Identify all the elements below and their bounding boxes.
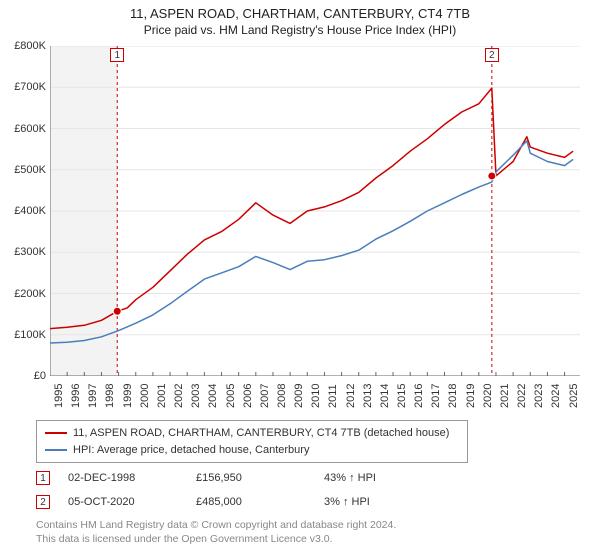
y-tick-label: £300K: [14, 246, 46, 258]
x-tick-label: 2025: [568, 384, 580, 408]
marker-flag-icon: 2: [36, 495, 50, 509]
x-tick-label: 2023: [533, 384, 545, 408]
marker-date: 05-OCT-2020: [68, 496, 178, 508]
x-tick-label: 2015: [396, 384, 408, 408]
marker-row: 1 02-DEC-1998 £156,950 43% ↑ HPI: [36, 466, 556, 490]
x-tick-label: 2004: [207, 384, 219, 408]
chart-container: 11, ASPEN ROAD, CHARTHAM, CANTERBURY, CT…: [0, 0, 600, 560]
marker-row: 2 05-OCT-2020 £485,000 3% ↑ HPI: [36, 490, 556, 514]
legend-swatch-icon: [45, 432, 67, 434]
x-tick-label: 1999: [122, 384, 134, 408]
legend-item: 11, ASPEN ROAD, CHARTHAM, CANTERBURY, CT…: [45, 425, 459, 442]
x-tick-label: 2008: [276, 384, 288, 408]
x-tick-label: 2005: [225, 384, 237, 408]
footer-line: Contains HM Land Registry data © Crown c…: [36, 518, 576, 532]
x-tick-label: 2016: [413, 384, 425, 408]
chart-flag-icon: 1: [110, 48, 124, 62]
x-tick-label: 2003: [190, 384, 202, 408]
x-tick-label: 2017: [430, 384, 442, 408]
y-tick-label: £500K: [14, 164, 46, 176]
marker-pct: 3% ↑ HPI: [324, 496, 434, 508]
y-axis-labels: £0£100K£200K£300K£400K£500K£600K£700K£80…: [0, 46, 48, 376]
plot-area: 12: [50, 46, 580, 376]
x-tick-label: 2022: [516, 384, 528, 408]
x-tick-label: 1995: [53, 384, 65, 408]
x-tick-label: 2024: [550, 384, 562, 408]
marker-date: 02-DEC-1998: [68, 472, 178, 484]
chart-title: 11, ASPEN ROAD, CHARTHAM, CANTERBURY, CT…: [0, 0, 600, 23]
y-tick-label: £100K: [14, 329, 46, 341]
marker-flag-icon: 1: [36, 471, 50, 485]
x-tick-label: 2001: [156, 384, 168, 408]
y-tick-label: £400K: [14, 205, 46, 217]
x-tick-label: 2009: [293, 384, 305, 408]
x-tick-label: 2012: [345, 384, 357, 408]
marker-price: £156,950: [196, 472, 306, 484]
x-axis-labels: 1995 1996 1997 1998 1999 2000 2001 2002 2003 2004…: [50, 378, 580, 418]
x-tick-label: 2007: [259, 384, 271, 408]
y-tick-label: £0: [34, 370, 46, 382]
chart-flag-icon: 2: [485, 48, 499, 62]
marker-price: £485,000: [196, 496, 306, 508]
footer-attribution: Contains HM Land Registry data © Crown c…: [36, 518, 576, 546]
x-tick-label: 2020: [482, 384, 494, 408]
legend-item: HPI: Average price, detached house, Cant…: [45, 442, 459, 459]
x-tick-label: 2014: [379, 384, 391, 408]
x-tick-label: 2019: [465, 384, 477, 408]
x-tick-label: 1997: [87, 384, 99, 408]
x-tick-label: 1996: [70, 384, 82, 408]
x-tick-label: 2021: [499, 384, 511, 408]
y-tick-label: £200K: [14, 288, 46, 300]
legend-label: HPI: Average price, detached house, Cant…: [73, 442, 309, 459]
x-tick-label: 2018: [447, 384, 459, 408]
x-tick-label: 2006: [242, 384, 254, 408]
y-tick-label: £600K: [14, 123, 46, 135]
x-tick-label: 2013: [362, 384, 374, 408]
marker-pct: 43% ↑ HPI: [324, 472, 434, 484]
legend: 11, ASPEN ROAD, CHARTHAM, CANTERBURY, CT…: [36, 420, 468, 463]
y-tick-label: £700K: [14, 81, 46, 93]
plot-svg: [50, 46, 580, 376]
y-tick-label: £800K: [14, 40, 46, 52]
markers-table: 1 02-DEC-1998 £156,950 43% ↑ HPI 2 05-OC…: [36, 466, 556, 514]
x-tick-label: 2000: [139, 384, 151, 408]
x-tick-label: 1998: [104, 384, 116, 408]
x-tick-label: 2002: [173, 384, 185, 408]
x-tick-label: 2010: [310, 384, 322, 408]
legend-swatch-icon: [45, 449, 67, 451]
chart-subtitle: Price paid vs. HM Land Registry's House …: [0, 23, 600, 41]
footer-line: This data is licensed under the Open Gov…: [36, 532, 576, 546]
x-tick-label: 2011: [327, 384, 339, 408]
legend-label: 11, ASPEN ROAD, CHARTHAM, CANTERBURY, CT…: [73, 425, 449, 442]
